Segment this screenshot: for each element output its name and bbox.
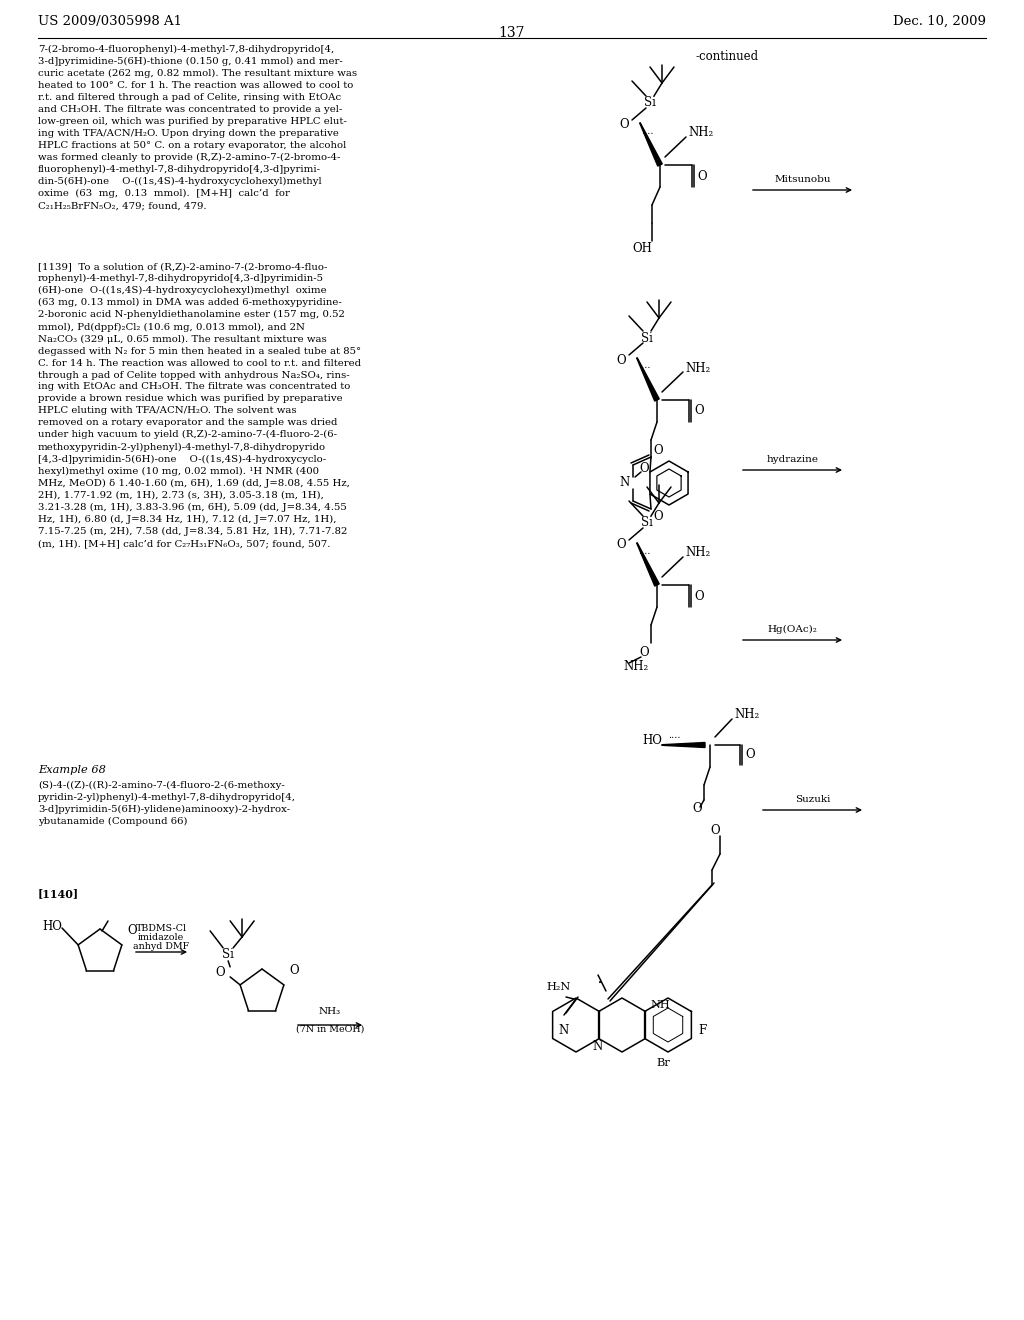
Text: O: O <box>694 590 703 602</box>
Text: 7-(2-bromo-4-fluorophenyl)-4-methyl-7,8-dihydropyrido[4,
3-d]pyrimidine-5(6H)-th: 7-(2-bromo-4-fluorophenyl)-4-methyl-7,8-… <box>38 45 357 210</box>
Text: Si: Si <box>641 516 653 529</box>
Text: O: O <box>215 966 225 979</box>
Text: NH₂: NH₂ <box>734 709 759 722</box>
Text: O: O <box>697 169 707 182</box>
Text: (S)-4-((Z)-((R)-2-amino-7-(4-fluoro-2-(6-methoxy-
pyridin-2-yl)phenyl)-4-methyl-: (S)-4-((Z)-((R)-2-amino-7-(4-fluoro-2-(6… <box>38 781 296 826</box>
Text: NH₂: NH₂ <box>688 127 714 140</box>
Text: O: O <box>616 539 626 552</box>
Text: OH: OH <box>632 243 652 256</box>
Text: Example 68: Example 68 <box>38 766 105 775</box>
Text: O: O <box>692 801 701 814</box>
Text: O: O <box>711 824 720 837</box>
Text: Dec. 10, 2009: Dec. 10, 2009 <box>893 15 986 28</box>
Polygon shape <box>637 543 659 586</box>
Text: imidazole: imidazole <box>138 933 184 942</box>
Text: Si: Si <box>644 96 656 110</box>
Text: ....: .... <box>638 362 650 371</box>
Text: TBDMS-Cl: TBDMS-Cl <box>135 924 186 933</box>
Text: Hg(OAc)₂: Hg(OAc)₂ <box>768 624 817 634</box>
Text: ....: .... <box>668 731 681 741</box>
Text: (7N in MeOH): (7N in MeOH) <box>296 1026 365 1034</box>
Text: hydrazine: hydrazine <box>767 455 818 465</box>
Text: N: N <box>620 477 630 490</box>
Text: O: O <box>639 462 649 474</box>
Polygon shape <box>637 358 659 401</box>
Text: F: F <box>698 1023 707 1036</box>
Polygon shape <box>662 742 705 747</box>
Text: Si: Si <box>641 331 653 345</box>
Text: [1139]  To a solution of (R,Z)-2-amino-7-(2-bromo-4-fluo-
rophenyl)-4-methyl-7,8: [1139] To a solution of (R,Z)-2-amino-7-… <box>38 261 361 548</box>
Text: NH₂: NH₂ <box>623 660 648 673</box>
Text: ....: .... <box>641 127 653 136</box>
Text: US 2009/0305998 A1: US 2009/0305998 A1 <box>38 15 182 28</box>
Text: [1140]: [1140] <box>38 888 79 899</box>
Polygon shape <box>640 123 663 166</box>
Text: HO: HO <box>642 734 662 747</box>
Text: -continued: -continued <box>695 50 758 63</box>
Text: NH₂: NH₂ <box>685 546 711 560</box>
Text: O: O <box>745 748 755 762</box>
Text: Suzuki: Suzuki <box>795 795 830 804</box>
Text: Si: Si <box>222 948 234 961</box>
Text: O: O <box>620 119 629 132</box>
Text: O: O <box>127 924 136 936</box>
Text: O: O <box>653 510 663 523</box>
Text: N: N <box>559 1023 569 1036</box>
Text: Mitsunobu: Mitsunobu <box>774 176 830 183</box>
Text: H₂N: H₂N <box>546 982 570 993</box>
Text: NH: NH <box>650 1001 670 1010</box>
Text: Br: Br <box>656 1059 670 1068</box>
Text: ....: .... <box>638 546 650 556</box>
Text: NH₃: NH₃ <box>318 1007 341 1016</box>
Text: O: O <box>289 964 299 977</box>
Text: O: O <box>653 444 663 457</box>
Text: HO: HO <box>42 920 61 932</box>
Text: NH₂: NH₂ <box>685 362 711 375</box>
Text: •: • <box>598 979 602 987</box>
Text: 137: 137 <box>499 26 525 40</box>
Text: O: O <box>616 354 626 367</box>
Text: O: O <box>639 647 649 660</box>
Text: O: O <box>694 404 703 417</box>
Text: N: N <box>593 1040 603 1053</box>
Text: anhyd DMF: anhyd DMF <box>133 942 189 950</box>
